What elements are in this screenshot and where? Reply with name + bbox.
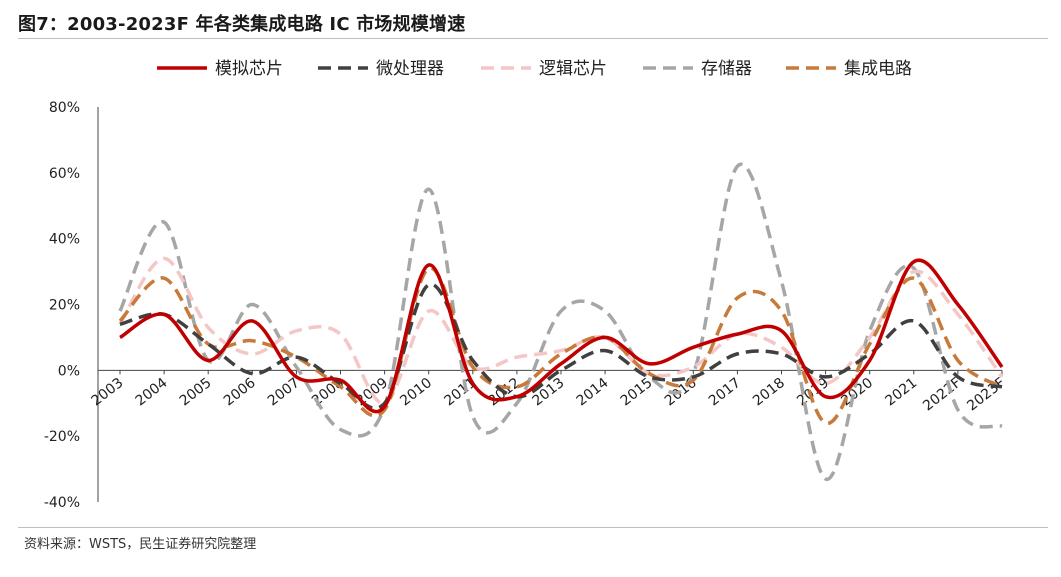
source-note: 资料来源：WSTS，民生证券研究院整理 — [24, 537, 257, 552]
x-tick-label: 2017 — [706, 375, 744, 410]
y-tick-label: 60% — [49, 166, 80, 182]
legend-label: 微处理器 — [376, 59, 444, 79]
y-tick-label: 0% — [58, 363, 80, 379]
x-tick-label: 2011 — [441, 375, 479, 410]
y-tick-label: -20% — [44, 429, 80, 445]
x-tick-label: 2003 — [89, 375, 127, 410]
x-tick-label: 2005 — [177, 375, 215, 410]
series-line-2 — [118, 256, 1004, 405]
y-tick-label: 80% — [49, 100, 80, 116]
y-tick-label: 20% — [49, 298, 80, 314]
legend-label: 集成电路 — [844, 59, 912, 79]
title-divider — [18, 38, 1048, 39]
y-tick-label: -40% — [44, 495, 80, 511]
legend-label: 存储器 — [701, 59, 752, 79]
x-tick-label: 2004 — [133, 375, 171, 410]
series-layer — [118, 162, 1004, 481]
chart-legend: 模拟芯片 微处理器 逻辑芯片 存储器 集成电路 — [157, 59, 912, 79]
legend-label: 逻辑芯片 — [539, 59, 607, 79]
x-tick-label: 2010 — [397, 375, 435, 410]
x-tick-label: 2006 — [221, 375, 259, 410]
source-divider — [18, 527, 1048, 528]
y-axis: -40% -20% 0% 20% 40% 60% 80% — [44, 100, 99, 511]
x-tick-label: 2013 — [530, 375, 568, 410]
x-tick-label: 2021 — [882, 375, 920, 410]
x-tick-label: 2007 — [265, 375, 303, 410]
series-line-3 — [118, 162, 1003, 481]
x-tick-label: 2018 — [750, 375, 788, 410]
x-tick-label: 2014 — [574, 375, 612, 410]
legend-label: 模拟芯片 — [215, 59, 283, 79]
series-line-0 — [119, 258, 1004, 414]
x-tick-label: 2015 — [618, 375, 656, 410]
page-title: 图7：2003-2023F 年各类集成电路 IC 市场规模增速 — [18, 14, 466, 35]
series-line-4 — [118, 266, 1003, 425]
y-tick-label: 40% — [49, 232, 80, 248]
line-chart: 模拟芯片 微处理器 逻辑芯片 存储器 集成电路 -40% -20% 0% 20% 40% 60% 8… — [44, 59, 1009, 511]
